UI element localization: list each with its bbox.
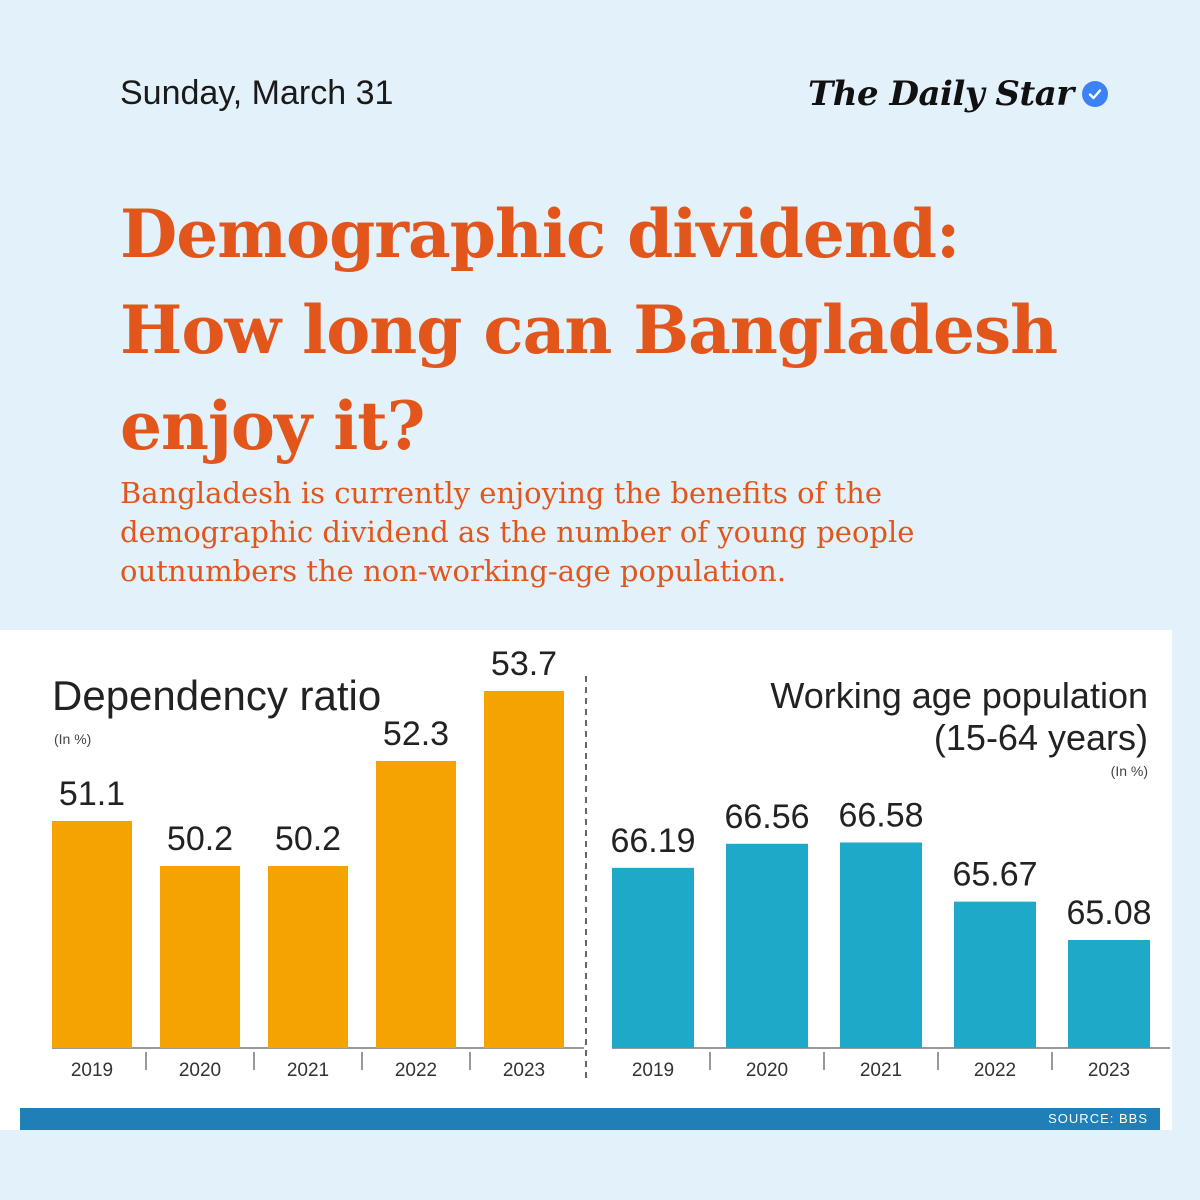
- working-age-tick-label-2023: 2023: [1088, 1060, 1130, 1081]
- dependency-unit-note: (In %): [54, 731, 91, 747]
- working-age-chart-subtitle: (15-64 years): [934, 717, 1148, 758]
- working-age-tick-label-2022: 2022: [974, 1060, 1016, 1081]
- working-age-value-label-2022: 65.67: [952, 856, 1037, 894]
- working-age-value-label-2019: 66.19: [610, 822, 695, 860]
- brand-logo: The Daily Star: [808, 74, 1108, 114]
- working-age-value-label-2020: 66.56: [724, 798, 809, 836]
- working-age-bar-2019: [612, 867, 694, 1048]
- dependency-bar-2023: [484, 691, 564, 1048]
- working-age-bar-2023: [1068, 940, 1150, 1048]
- working-age-value-label-2023: 65.08: [1066, 894, 1151, 932]
- working-age-bars: 66.19 2019 66.56 2020 66.58 2021 65.67 2022 65.0…: [610, 797, 1170, 1081]
- dependency-bar-2019: [52, 821, 132, 1048]
- dependency-value-label-2021: 50.2: [275, 820, 341, 858]
- dependency-bar-2021: [268, 866, 348, 1048]
- working-age-chart-title: Working age population: [770, 675, 1148, 716]
- date-label: Sunday, March 31: [120, 74, 394, 112]
- dependency-value-label-2022: 52.3: [383, 715, 449, 753]
- working-age-bar-2020: [726, 843, 808, 1048]
- working-age-tick-label-2020: 2020: [746, 1060, 788, 1081]
- working-age-value-label-2021: 66.58: [838, 797, 923, 835]
- source-bar: [20, 1108, 1160, 1130]
- dependency-bars: 51.1 2019 50.2 2020 50.2 2021 52.3 2022 53.7 2023: [52, 645, 584, 1081]
- dependency-tick-label-2022: 2022: [395, 1060, 437, 1081]
- source-label: SOURCE: BBS: [1048, 1111, 1148, 1126]
- dependency-chart-title: Dependency ratio: [52, 672, 381, 719]
- dependency-tick-label-2023: 2023: [503, 1060, 545, 1081]
- dependency-tick-label-2019: 2019: [71, 1060, 113, 1081]
- working-age-unit-note: (In %): [1111, 763, 1148, 779]
- working-age-bar-2022: [954, 901, 1036, 1048]
- verified-badge-icon: [1081, 81, 1108, 107]
- working-age-tick-label-2019: 2019: [632, 1060, 674, 1081]
- dependency-bar-2020: [160, 866, 240, 1048]
- dependency-value-label-2023: 53.7: [491, 645, 557, 683]
- dependency-tick-label-2020: 2020: [179, 1060, 221, 1081]
- headline: Demographic dividend: How long can Bangl…: [120, 195, 1058, 465]
- working-age-tick-label-2021: 2021: [860, 1060, 902, 1081]
- working-age-bar-2021: [840, 842, 922, 1048]
- dependency-value-label-2020: 50.2: [167, 820, 233, 858]
- brand-name: The Daily Star: [808, 74, 1074, 114]
- subheadline: Bangladesh is currently enjoying the ben…: [120, 476, 915, 588]
- charts-svg: Dependency ratio (In %) Working age popu…: [52, 645, 1170, 1081]
- dependency-tick-label-2021: 2021: [287, 1060, 329, 1081]
- dependency-bar-2022: [376, 761, 456, 1048]
- dependency-value-label-2019: 51.1: [59, 775, 125, 813]
